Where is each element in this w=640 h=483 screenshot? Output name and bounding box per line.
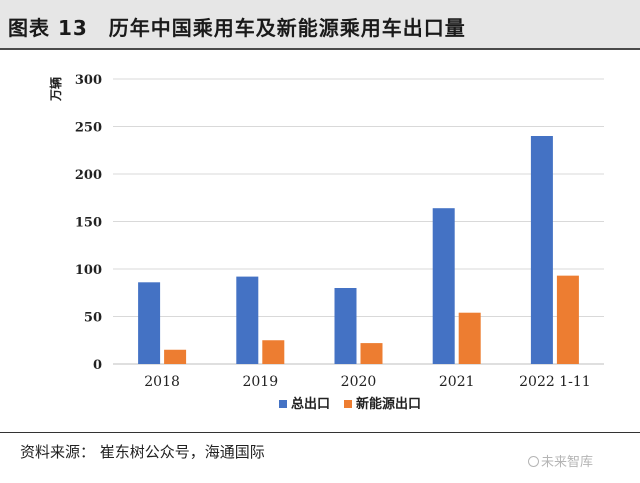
bar <box>262 340 285 364</box>
y-axis-ticks: 0 50 100 150 200 250 300 <box>75 73 102 373</box>
x-tick-label: 2020 <box>341 374 377 390</box>
figure-title: 图表 13 历年中国乘用车及新能源乘用车出口量 <box>8 16 466 40</box>
y-tick-label: 50 <box>84 311 102 326</box>
bar <box>138 282 161 364</box>
bar <box>360 343 383 364</box>
y-axis-label: 万辆 <box>48 77 63 102</box>
source-divider <box>0 432 640 433</box>
legend-swatch <box>279 400 287 408</box>
title-bar: 图表 13 历年中国乘用车及新能源乘用车出口量 <box>0 0 640 50</box>
y-tick-label: 0 <box>93 358 102 373</box>
y-tick-label: 100 <box>75 263 102 278</box>
bar <box>236 276 259 364</box>
bar <box>432 208 455 364</box>
bar-chart: 0 50 100 150 200 250 300 2018 2019 2020 2021 2022 … <box>48 73 604 412</box>
y-tick-label: 150 <box>75 216 102 231</box>
x-tick-label: 2019 <box>242 374 278 390</box>
x-tick-label: 2022 1-11 <box>519 374 591 390</box>
bar <box>530 136 553 364</box>
bar <box>334 288 357 364</box>
y-tick-label: 250 <box>75 121 102 136</box>
watermark-icon <box>528 456 539 467</box>
bar <box>164 349 187 364</box>
x-tick-label: 2018 <box>144 374 180 390</box>
x-tick-label: 2021 <box>439 374 475 390</box>
bar <box>556 275 579 364</box>
gridlines <box>113 78 604 365</box>
source-text: 资料来源： 崔东树公众号，海通国际 <box>20 443 265 461</box>
legend-label: 新能源出口 <box>356 396 421 412</box>
x-axis-ticks: 2018 2019 2020 2021 2022 1-11 <box>144 374 590 390</box>
watermark-text: 未来智库 <box>541 455 594 470</box>
watermark: 未来智库 <box>528 451 593 470</box>
y-tick-label: 200 <box>75 168 102 183</box>
bar <box>458 312 481 364</box>
y-tick-label: 300 <box>75 73 102 88</box>
bars <box>138 136 579 364</box>
legend: 总出口 新能源出口 <box>279 396 421 412</box>
legend-swatch <box>344 400 352 408</box>
legend-label: 总出口 <box>291 396 330 412</box>
